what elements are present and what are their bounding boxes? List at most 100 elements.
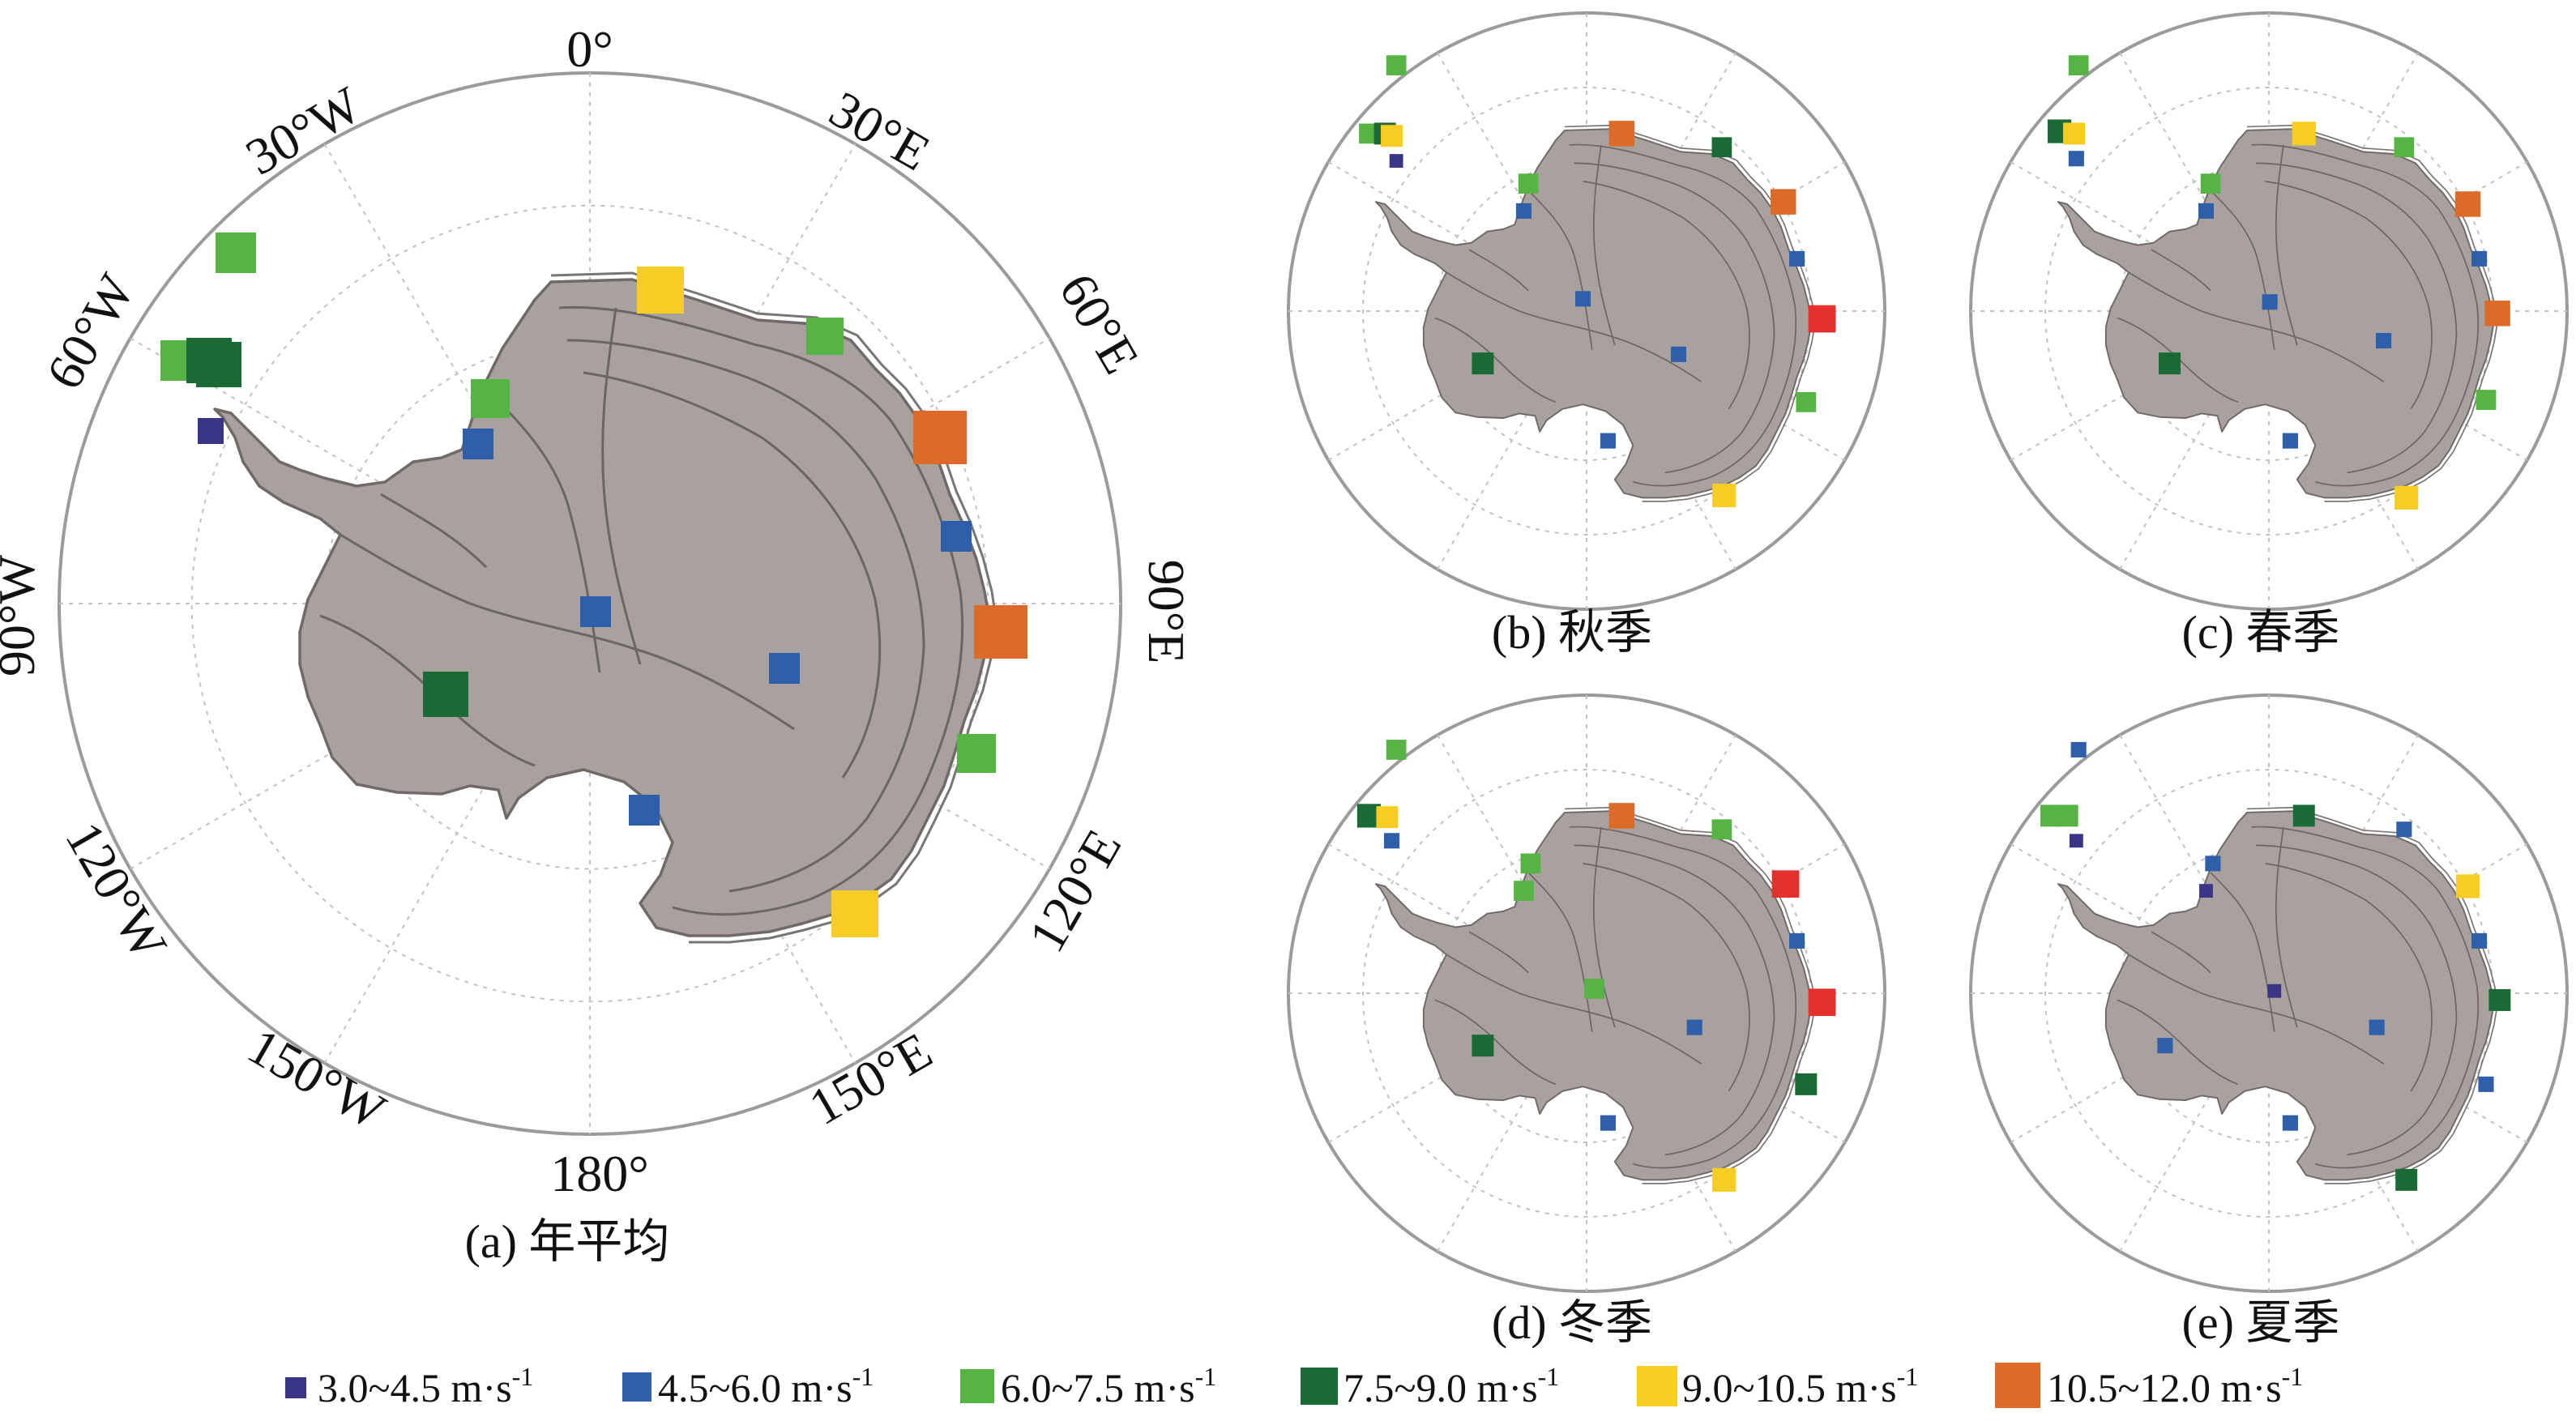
station-marker xyxy=(1381,125,1403,147)
station-marker xyxy=(2478,1076,2494,1092)
station-marker xyxy=(1711,137,1732,158)
station-marker xyxy=(1808,305,1836,333)
station-marker xyxy=(831,890,878,937)
station-marker xyxy=(2282,1115,2298,1131)
lon-label-0: 0° xyxy=(566,20,613,78)
station-marker xyxy=(423,672,468,717)
station-marker xyxy=(2068,55,2089,75)
station-marker xyxy=(1600,433,1616,449)
legend-swatch xyxy=(1301,1368,1338,1405)
autumn-map xyxy=(1287,11,1886,611)
station-marker xyxy=(1796,392,1817,412)
station-marker xyxy=(2198,203,2215,219)
caption-winter: (d) 冬季 xyxy=(1492,1296,1652,1349)
station-marker xyxy=(1520,853,1541,874)
station-markers xyxy=(160,233,1027,937)
lon-label-90e: 90°E xyxy=(1138,560,1195,664)
station-marker xyxy=(2394,485,2419,510)
station-marker xyxy=(1472,352,1494,375)
legend-sup: -1 xyxy=(512,1362,534,1391)
station-marker xyxy=(1608,803,1634,829)
station-marker xyxy=(2454,191,2481,217)
station-marker xyxy=(196,342,241,387)
caption-autumn: (b) 秋季 xyxy=(1492,606,1652,659)
station-marker xyxy=(2262,294,2278,310)
station-marker xyxy=(1608,121,1634,147)
station-marker xyxy=(1376,806,1399,829)
legend-swatch xyxy=(285,1377,306,1398)
station-marker xyxy=(471,379,510,418)
legend-sup: -1 xyxy=(1897,1362,1919,1391)
legend: 3.0~4.5 m·s-1 4.5~6.0 m·s-1 6.0~7.5 m·s-… xyxy=(285,1362,2303,1410)
station-marker xyxy=(1514,881,1534,901)
station-marker xyxy=(2396,821,2412,838)
legend-label: 6.0~7.5 m·s xyxy=(1001,1365,1195,1410)
station-marker xyxy=(2471,250,2488,267)
legend-item-4.5-6: 4.5~6.0 m·s-1 xyxy=(622,1362,874,1410)
legend-label: 9.0~10.5 m·s xyxy=(1682,1365,1897,1410)
station-marker xyxy=(1711,819,1732,840)
station-marker xyxy=(1389,154,1403,169)
station-marker xyxy=(2488,988,2511,1011)
station-marker xyxy=(2395,1168,2418,1191)
station-marker xyxy=(974,605,1027,659)
caption-summer: (e) 夏季 xyxy=(2182,1296,2340,1349)
legend-item-10.5-12: 10.5~12.0 m·s-1 xyxy=(1995,1362,2303,1410)
station-marker xyxy=(1712,1167,1737,1192)
lon-label-90w: 90°W xyxy=(0,554,45,676)
legend-item-6-7.5: 6.0~7.5 m·s-1 xyxy=(960,1362,1216,1410)
station-marker xyxy=(1584,979,1604,999)
station-marker xyxy=(2200,173,2221,194)
station-marker xyxy=(1574,291,1591,307)
station-marker xyxy=(580,596,611,627)
svg-text:7.5~9.0 m·s-1: 7.5~9.0 m·s-1 xyxy=(1344,1362,1559,1410)
station-marker xyxy=(1386,740,1407,760)
station-marker xyxy=(2063,122,2086,145)
spring-map xyxy=(1969,11,2569,611)
svg-text:6.0~7.5 m·s-1: 6.0~7.5 m·s-1 xyxy=(1001,1362,1216,1410)
station-marker xyxy=(769,653,800,684)
annual-mean-map xyxy=(58,71,1122,1136)
station-marker xyxy=(1771,870,1800,898)
station-marker xyxy=(2376,332,2392,349)
caption-spring: (c) 春季 xyxy=(2182,606,2340,659)
station-marker xyxy=(1518,173,1539,194)
legend-swatch xyxy=(1637,1366,1677,1406)
station-markers xyxy=(1356,740,1836,1192)
station-marker xyxy=(1515,203,1532,219)
station-marker xyxy=(1386,55,1407,75)
station-marker xyxy=(2369,1019,2385,1035)
station-marker xyxy=(806,318,844,355)
station-marker xyxy=(1600,1115,1616,1131)
legend-item-3-4.5: 3.0~4.5 m·s-1 xyxy=(285,1362,533,1410)
station-markers xyxy=(2047,55,2510,510)
station-marker xyxy=(1789,250,1805,267)
station-marker xyxy=(2267,984,2282,998)
station-marker xyxy=(957,734,996,773)
station-marker xyxy=(629,795,660,826)
station-marker xyxy=(2159,352,2181,375)
station-marker xyxy=(1686,1019,1702,1035)
station-marker xyxy=(2068,151,2084,167)
station-marker xyxy=(2282,433,2298,449)
station-marker xyxy=(1670,346,1687,362)
station-marker xyxy=(2292,804,2315,827)
station-marker xyxy=(2205,856,2221,872)
station-marker xyxy=(2394,137,2415,158)
station-marker xyxy=(913,411,967,464)
svg-text:3.0~4.5 m·s-1: 3.0~4.5 m·s-1 xyxy=(318,1362,533,1410)
station-marker xyxy=(1808,988,1836,1017)
legend-sup: -1 xyxy=(1195,1362,1217,1391)
legend-label: 10.5~12.0 m·s xyxy=(2047,1365,2282,1410)
station-markers xyxy=(2040,741,2511,1191)
station-marker xyxy=(1383,833,1400,849)
caption-annual-mean: (a) 年平均 xyxy=(465,1215,670,1268)
svg-text:10.5~12.0 m·s-1: 10.5~12.0 m·s-1 xyxy=(2047,1362,2303,1410)
station-marker xyxy=(2069,834,2083,848)
station-marker xyxy=(198,418,224,444)
lon-label-180: 180° xyxy=(550,1145,649,1202)
station-marker xyxy=(216,233,256,273)
station-marker xyxy=(1789,932,1805,949)
station-marker xyxy=(1770,189,1796,215)
